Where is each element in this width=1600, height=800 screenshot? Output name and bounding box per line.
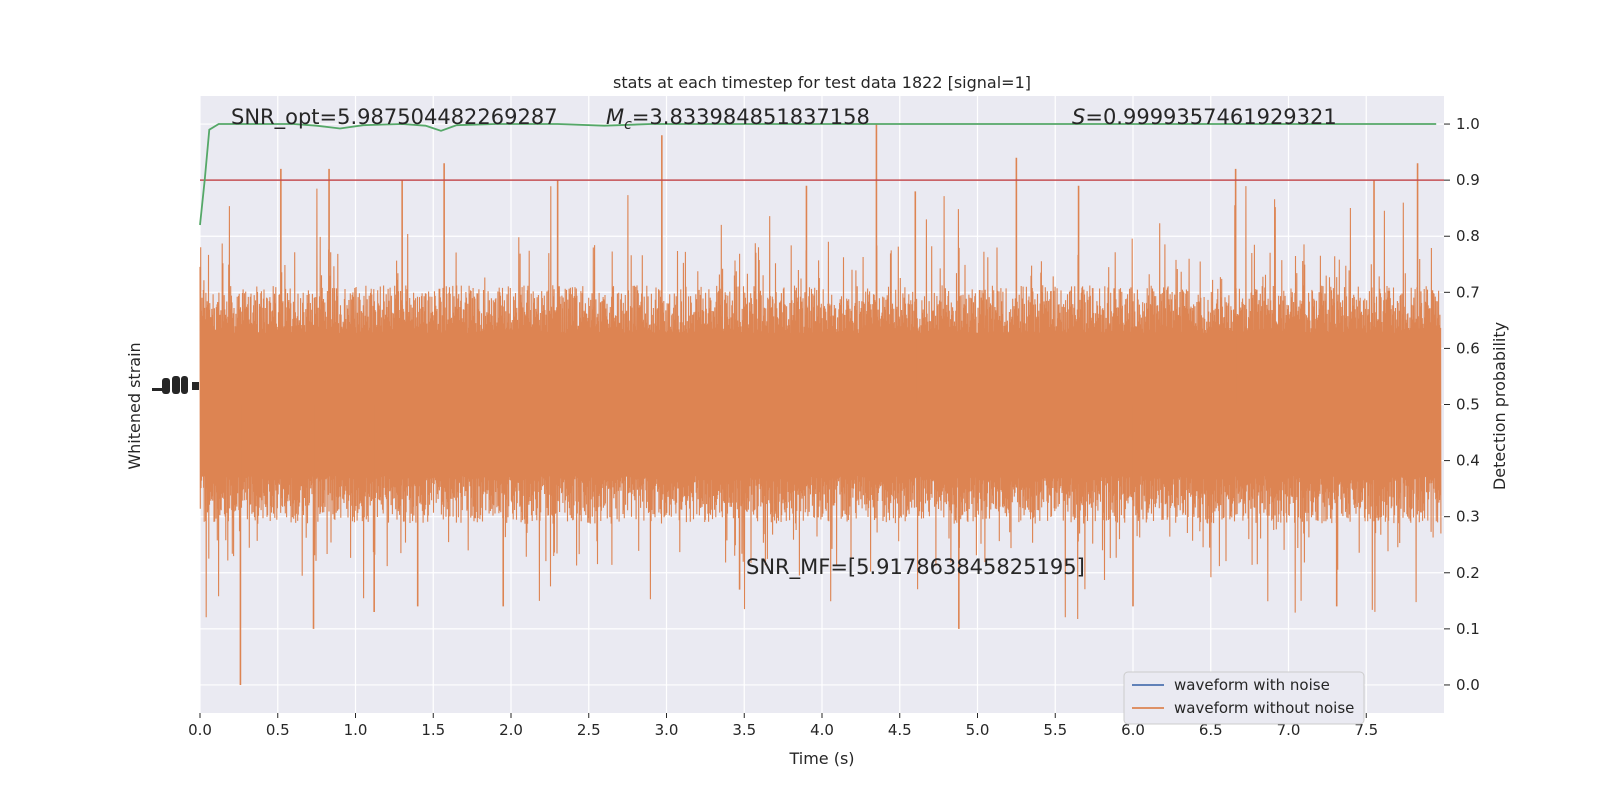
x-tick-label-15: 7.5 [1354, 721, 1378, 739]
y-tick-label-5: 0.5 [1456, 396, 1480, 414]
y-tick-label-3: 0.3 [1456, 508, 1480, 526]
right-y-axis-label: Detection probability [1490, 322, 1509, 490]
s-symbol: S [1072, 105, 1085, 129]
y-tick-label-10: 1.0 [1456, 115, 1480, 133]
mc-symbol: M [606, 105, 624, 129]
x-tick-label-4: 2.0 [499, 721, 523, 739]
x-tick-label-3: 1.5 [421, 721, 445, 739]
left-tick-blob-5 [192, 382, 199, 390]
left-tick-blob-2 [162, 378, 170, 394]
x-tick-label-1: 0.5 [266, 721, 290, 739]
legend-label-without-noise: waveform without noise [1174, 699, 1354, 717]
y-tick-label-6: 0.6 [1456, 339, 1480, 357]
left-y-axis-label: Whitened strain [125, 342, 144, 469]
x-tick-label-10: 5.0 [966, 721, 990, 739]
x-axis-label: Time (s) [788, 749, 854, 768]
x-tick-label-0: 0.0 [188, 721, 212, 739]
detection-probability-line [199, 123, 1437, 226]
y-tick-label-9: 0.9 [1456, 171, 1480, 189]
x-tick-label-13: 6.5 [1199, 721, 1223, 739]
left-axis-overlapped-ticks [152, 376, 199, 394]
s-value: =0.9999357461929321 [1085, 105, 1336, 129]
mc-subscript: c [624, 117, 632, 133]
x-tick-label-9: 4.5 [888, 721, 912, 739]
strain-trace [199, 186, 1442, 620]
left-tick-blob-4 [181, 376, 188, 394]
y-tick-label-0: 0.0 [1456, 676, 1480, 694]
chart-title: stats at each timestep for test data 182… [613, 73, 1031, 92]
x-tick-label-11: 5.5 [1043, 721, 1067, 739]
y-tick-label-8: 0.8 [1456, 227, 1480, 245]
mc-annotation: Mc=3.833984851837158 [606, 105, 870, 133]
y-tick-label-1: 0.1 [1456, 620, 1480, 638]
y-tick-label-2: 0.2 [1456, 564, 1480, 582]
x-tick-label-5: 2.5 [577, 721, 601, 739]
x-tick-label-6: 3.0 [655, 721, 679, 739]
x-tick-label-7: 3.5 [732, 721, 756, 739]
x-tick-label-8: 4.0 [810, 721, 834, 739]
legend-box [1123, 671, 1365, 725]
snr-opt-annotation: SNR_opt=5.987504482269287 [231, 105, 558, 130]
x-tick-label-14: 7.0 [1277, 721, 1301, 739]
y-tick-label-7: 0.7 [1456, 283, 1480, 301]
s-annotation: S=0.9999357461929321 [1072, 105, 1337, 129]
left-tick-blob-3 [172, 376, 180, 394]
legend: waveform with noise waveform without noi… [1123, 671, 1365, 725]
y-tick-label-4: 0.4 [1456, 452, 1480, 470]
waveform-without-noise-series [199, 124, 1442, 685]
left-tick-blob-1 [152, 388, 162, 391]
right-y-axis-ticks: 0.0 0.1 0.2 0.3 0.4 0.5 0.6 0.7 0.8 0.9 1.0 [1444, 115, 1480, 694]
snr-mf-annotation: SNR_MF=[5.917863845825195] [746, 555, 1085, 580]
mc-value: =3.833984851837158 [632, 105, 870, 129]
x-tick-label-2: 1.0 [344, 721, 368, 739]
x-tick-label-12: 6.0 [1121, 721, 1145, 739]
x-axis-ticks: 0.0 0.5 1.0 1.5 2.0 2.5 3.0 3.5 4.0 4.5 5.0 5.5 6.0 6… [188, 713, 1378, 739]
legend-label-with-noise: waveform with noise [1174, 676, 1330, 694]
